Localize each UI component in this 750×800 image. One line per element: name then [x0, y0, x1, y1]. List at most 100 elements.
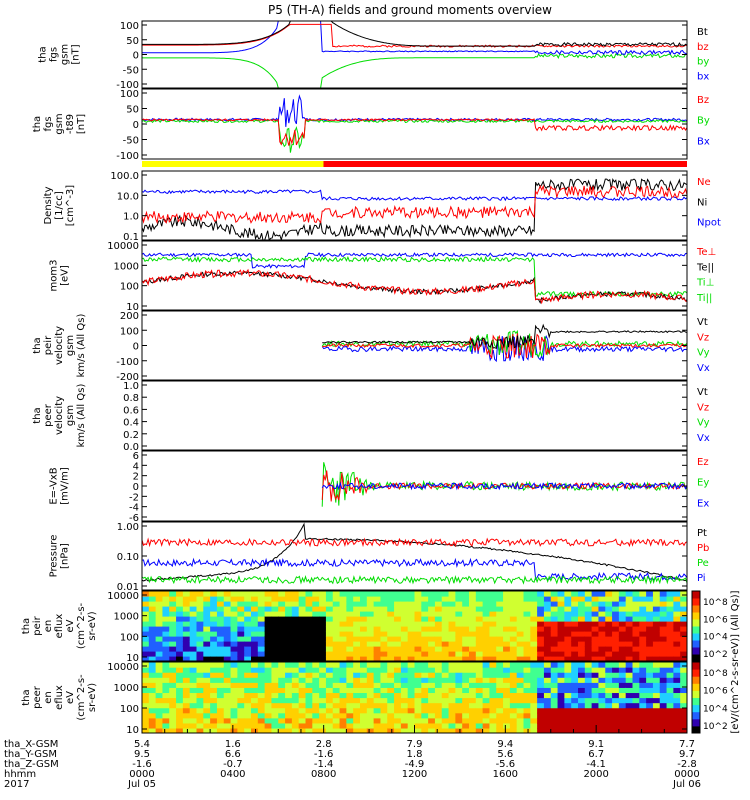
heatmap-cell	[455, 591, 463, 597]
heatmap-cell	[605, 641, 613, 647]
heatmap-cell	[332, 591, 341, 597]
heatmap-cell	[400, 611, 409, 617]
heatmap-cell	[496, 702, 504, 709]
heatmap-cell	[257, 702, 266, 709]
heatmap-cell	[598, 727, 606, 733]
y-axis-label: en	[43, 691, 54, 704]
heatmap-cell	[291, 722, 300, 729]
heatmap-cell	[237, 621, 245, 627]
heatmap-cell	[591, 687, 600, 694]
heatmap-cell	[584, 601, 593, 607]
y-tick-label: 0	[133, 51, 139, 62]
heatmap-cell	[353, 611, 361, 617]
heatmap-cell	[285, 651, 293, 657]
heatmap-cell	[503, 682, 511, 688]
heatmap-cell	[407, 672, 416, 678]
heatmap-cell	[632, 641, 640, 647]
heatmap-cell	[319, 727, 327, 733]
heatmap-cell	[557, 596, 565, 602]
heatmap-cell	[475, 692, 484, 699]
heatmap-cell	[203, 626, 211, 632]
heatmap-cell	[680, 646, 687, 652]
heatmap-cell	[216, 601, 225, 607]
x-tick-label: -4.9	[405, 759, 425, 770]
heatmap-cell	[673, 697, 681, 704]
heatmap-cell	[312, 717, 320, 724]
heatmap-cell	[162, 631, 170, 637]
heatmap-cell	[332, 641, 341, 647]
heatmap-cell	[666, 616, 674, 622]
heatmap-cell	[489, 656, 497, 661]
heatmap-cell	[203, 616, 211, 622]
heatmap-cell	[618, 646, 627, 652]
panel-4-plot	[142, 252, 687, 305]
heatmap-cell	[162, 717, 170, 724]
heatmap-cell	[646, 712, 654, 719]
heatmap-cell	[469, 687, 477, 694]
heatmap-cell	[312, 662, 320, 668]
heatmap-cell	[625, 677, 634, 683]
heatmap-cell	[360, 662, 368, 668]
heatmap-cell	[325, 591, 334, 597]
heatmap-cell	[210, 672, 218, 678]
heatmap-cell	[550, 626, 559, 632]
heatmap-cell	[264, 611, 273, 617]
heatmap-cell	[325, 727, 334, 733]
heatmap-cell	[196, 641, 204, 647]
heatmap-cell	[346, 611, 354, 617]
heatmap-cell	[373, 646, 382, 652]
heatmap-cell	[516, 662, 525, 668]
heatmap-cell	[169, 672, 177, 678]
heatmap-cell	[407, 636, 416, 642]
heatmap-cell	[509, 667, 518, 673]
heatmap-cell	[346, 702, 354, 709]
heatmap-cell	[652, 631, 661, 637]
heatmap-cell	[346, 636, 354, 642]
heatmap-cell	[312, 692, 320, 699]
heatmap-cell	[353, 697, 361, 704]
y-tick-label: 1000	[114, 683, 139, 694]
heatmap-cell	[278, 606, 286, 612]
heatmap-cell	[537, 651, 545, 657]
heatmap-cell	[564, 636, 572, 642]
heatmap-cell	[537, 591, 545, 597]
heatmap-cell	[462, 626, 470, 632]
heatmap-cell	[305, 591, 313, 597]
heatmap-cell	[516, 682, 525, 688]
heatmap-cell	[564, 722, 572, 729]
heatmap-cell	[414, 596, 422, 602]
heatmap-cell	[380, 717, 388, 724]
heatmap-cell	[366, 702, 375, 709]
heatmap-cell	[557, 606, 565, 612]
heatmap-cell	[530, 611, 538, 617]
heatmap-cell	[462, 707, 470, 714]
heatmap-cell	[142, 601, 150, 607]
heatmap-cell	[230, 707, 238, 714]
heatmap-cell	[339, 656, 347, 661]
heatmap-cell	[325, 692, 334, 699]
heatmap-cell	[557, 697, 565, 704]
heatmap-cell	[646, 717, 654, 724]
heatmap-cell	[189, 656, 198, 661]
x-tick-label: 5.6	[497, 749, 513, 760]
heatmap-cell	[142, 621, 150, 627]
heatmap-cell	[216, 641, 225, 647]
heatmap-cell	[360, 621, 368, 627]
heatmap-cell	[394, 697, 402, 704]
heatmap-cell	[237, 717, 245, 724]
heatmap-cell	[380, 611, 388, 617]
heatmap-cell	[578, 707, 586, 714]
y-tick-label: 0.8	[123, 393, 139, 404]
heatmap-cell	[455, 687, 463, 694]
heatmap-cell	[434, 656, 443, 661]
heatmap-cell	[339, 707, 347, 714]
x-row-label: 2017	[4, 779, 29, 790]
heatmap-cell	[339, 667, 347, 673]
heatmap-cell	[475, 641, 484, 647]
heatmap-cell	[448, 692, 456, 699]
heatmap-cell	[652, 682, 661, 688]
heatmap-cell	[543, 702, 552, 709]
heatmap-cell	[312, 636, 320, 642]
heatmap-cell	[673, 662, 681, 668]
heatmap-cell	[148, 677, 157, 683]
